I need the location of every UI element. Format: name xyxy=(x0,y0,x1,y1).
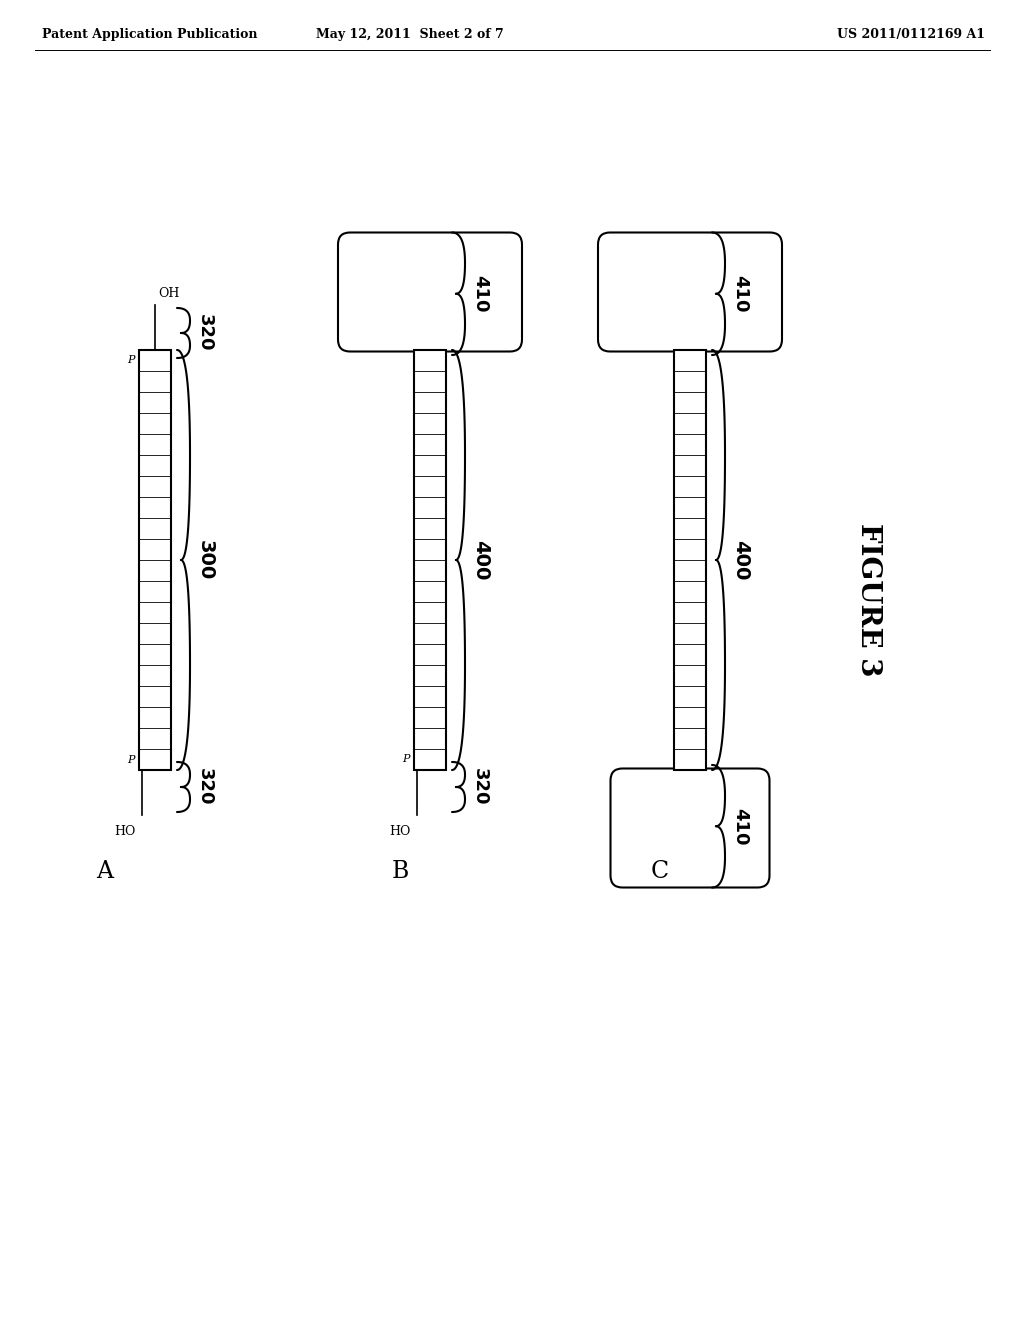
Text: HO: HO xyxy=(114,825,135,838)
Bar xyxy=(414,350,446,770)
Text: 410: 410 xyxy=(731,808,749,845)
Text: HO: HO xyxy=(389,825,411,838)
Text: 410: 410 xyxy=(731,275,749,313)
Text: B: B xyxy=(391,861,409,883)
Text: P: P xyxy=(128,355,135,366)
Text: C: C xyxy=(651,861,669,883)
Text: 300: 300 xyxy=(196,540,215,579)
FancyBboxPatch shape xyxy=(338,232,522,351)
FancyBboxPatch shape xyxy=(598,232,782,351)
Text: Patent Application Publication: Patent Application Publication xyxy=(42,28,257,41)
FancyBboxPatch shape xyxy=(610,768,769,887)
Text: 320: 320 xyxy=(196,314,214,351)
Text: May 12, 2011  Sheet 2 of 7: May 12, 2011 Sheet 2 of 7 xyxy=(316,28,504,41)
Bar xyxy=(139,350,171,770)
Text: 320: 320 xyxy=(471,768,489,805)
Text: P: P xyxy=(128,755,135,766)
Text: P: P xyxy=(402,754,410,764)
Text: FIGURE 3: FIGURE 3 xyxy=(855,523,882,677)
Text: US 2011/0112169 A1: US 2011/0112169 A1 xyxy=(837,28,985,41)
Text: 410: 410 xyxy=(471,275,489,313)
Text: OH: OH xyxy=(158,286,179,300)
Text: 400: 400 xyxy=(731,540,750,581)
Bar xyxy=(674,350,706,770)
Text: 320: 320 xyxy=(196,768,214,805)
Text: A: A xyxy=(96,861,114,883)
Text: 400: 400 xyxy=(471,540,490,581)
